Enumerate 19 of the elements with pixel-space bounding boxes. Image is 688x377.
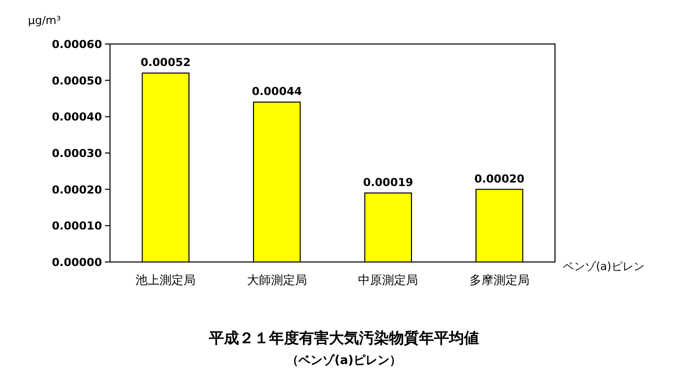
data-label: 0.00019 xyxy=(363,176,414,189)
y-tick-label: 0.00000 xyxy=(52,256,102,269)
text: ベンゾ(a)ピレン xyxy=(563,260,644,273)
x-tick-label: 大師測定局 xyxy=(246,273,307,287)
x-tick-label: 池上測定局 xyxy=(136,273,196,287)
data-label: 0.00052 xyxy=(140,56,191,70)
y-tick-label: 0.00060 xyxy=(52,38,102,51)
y-tick-label: 0.00030 xyxy=(52,147,102,160)
y-axis-title: μg/m³ xyxy=(28,14,61,27)
data-label: 0.00044 xyxy=(252,85,302,98)
text: 平成２１年度有害大気汚染物質年平均値 xyxy=(208,329,479,347)
x-tick-label: 多摩測定局 xyxy=(469,273,530,287)
text: （ベンゾ(a)ピレン） xyxy=(286,353,402,367)
y-tick-label: 0.00010 xyxy=(52,220,102,233)
y-tick-label: 0.00020 xyxy=(52,183,102,196)
x-tick-label: 中原測定局 xyxy=(358,273,418,287)
y-tick-label: 0.00040 xyxy=(52,110,102,124)
y-tick-label: 0.00050 xyxy=(52,74,102,88)
data-label: 0.00020 xyxy=(474,172,525,186)
